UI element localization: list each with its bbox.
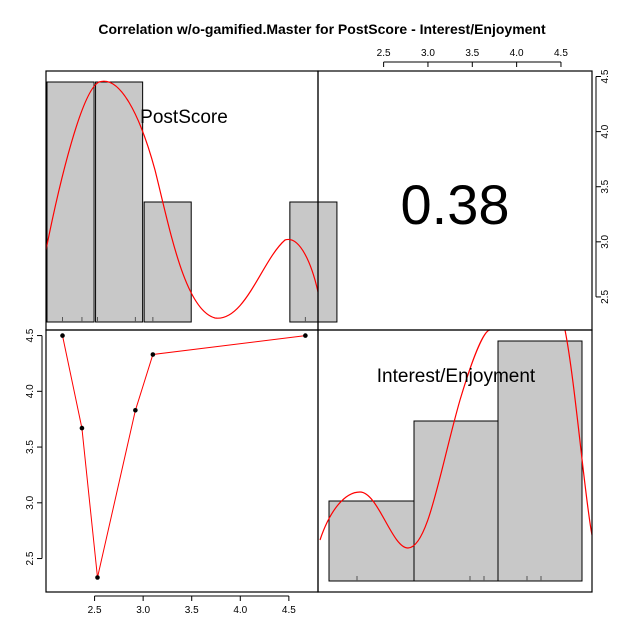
panel-frame: [45, 329, 319, 593]
histogram-bar: [413, 420, 499, 582]
tick-label: 3.0: [421, 48, 435, 59]
tick-label: 4.5: [282, 605, 296, 616]
chart-title: Correlation w/o-gamified.Master for Post…: [98, 21, 546, 37]
top-axis: 2.5 3.0 3.5 4.0 4.5: [377, 48, 568, 67]
histogram-bar: [497, 340, 583, 582]
tick-label: 3.5: [25, 440, 36, 454]
tick-label: 2.5: [25, 551, 36, 565]
scatter-point: [60, 333, 65, 338]
tick-label: 4.0: [510, 48, 524, 59]
tick-label: 2.5: [377, 48, 391, 59]
tick-label: 3.5: [185, 605, 199, 616]
histogram-bar: [46, 81, 95, 323]
tick-label: 3.0: [136, 605, 150, 616]
variable-label-interest-enjoyment: Interest/Enjoyment: [377, 366, 536, 387]
bottom-axis: 2.5 3.0 3.5 4.0 4.5: [88, 595, 296, 616]
scatter-panel: [60, 333, 308, 580]
tick-label: 4.5: [554, 48, 568, 59]
variable-label-postscore: PostScore: [140, 107, 228, 128]
tick-label: 4.5: [25, 328, 36, 342]
tick-label: 3.0: [25, 495, 36, 509]
density-curve-postscore: [45, 80, 319, 319]
left-axis: 2.5 3.0 3.5 4.0 4.5: [25, 328, 43, 566]
tick-label: 3.5: [465, 48, 479, 59]
histogram-bar: [289, 201, 338, 323]
density-curve-interest: [319, 329, 593, 549]
histogram-postscore: PostScore: [45, 80, 338, 323]
histogram-bar: [328, 500, 415, 582]
histogram-bar: [95, 81, 144, 323]
tick-label: 2.5: [88, 605, 102, 616]
scatter-point: [303, 333, 308, 338]
tick-label: 4.0: [600, 124, 611, 138]
tick-label: 4.0: [25, 384, 36, 398]
smoother-line: [62, 335, 306, 578]
scatter-point: [95, 575, 100, 580]
right-axis: 2.5 3.0 3.5 4.0 4.5: [595, 69, 611, 304]
scatter-point: [79, 425, 85, 431]
panel-frame: [317, 329, 593, 593]
tick-label: 3.0: [600, 234, 611, 248]
histogram-interest-enjoyment: Interest/Enjoyment: [319, 329, 593, 582]
correlation-value: 0.38: [401, 173, 510, 236]
scatter-point: [133, 407, 138, 413]
panels: PostScore 0.38 Interest/Enjoyment 2.5 3.0 3.5…: [25, 48, 611, 616]
tick-label: 3.5: [600, 179, 611, 193]
tick-label: 2.5: [600, 290, 611, 304]
tick-label: 4.0: [233, 605, 247, 616]
scatter-point: [150, 352, 156, 357]
tick-label: 4.5: [600, 69, 611, 83]
